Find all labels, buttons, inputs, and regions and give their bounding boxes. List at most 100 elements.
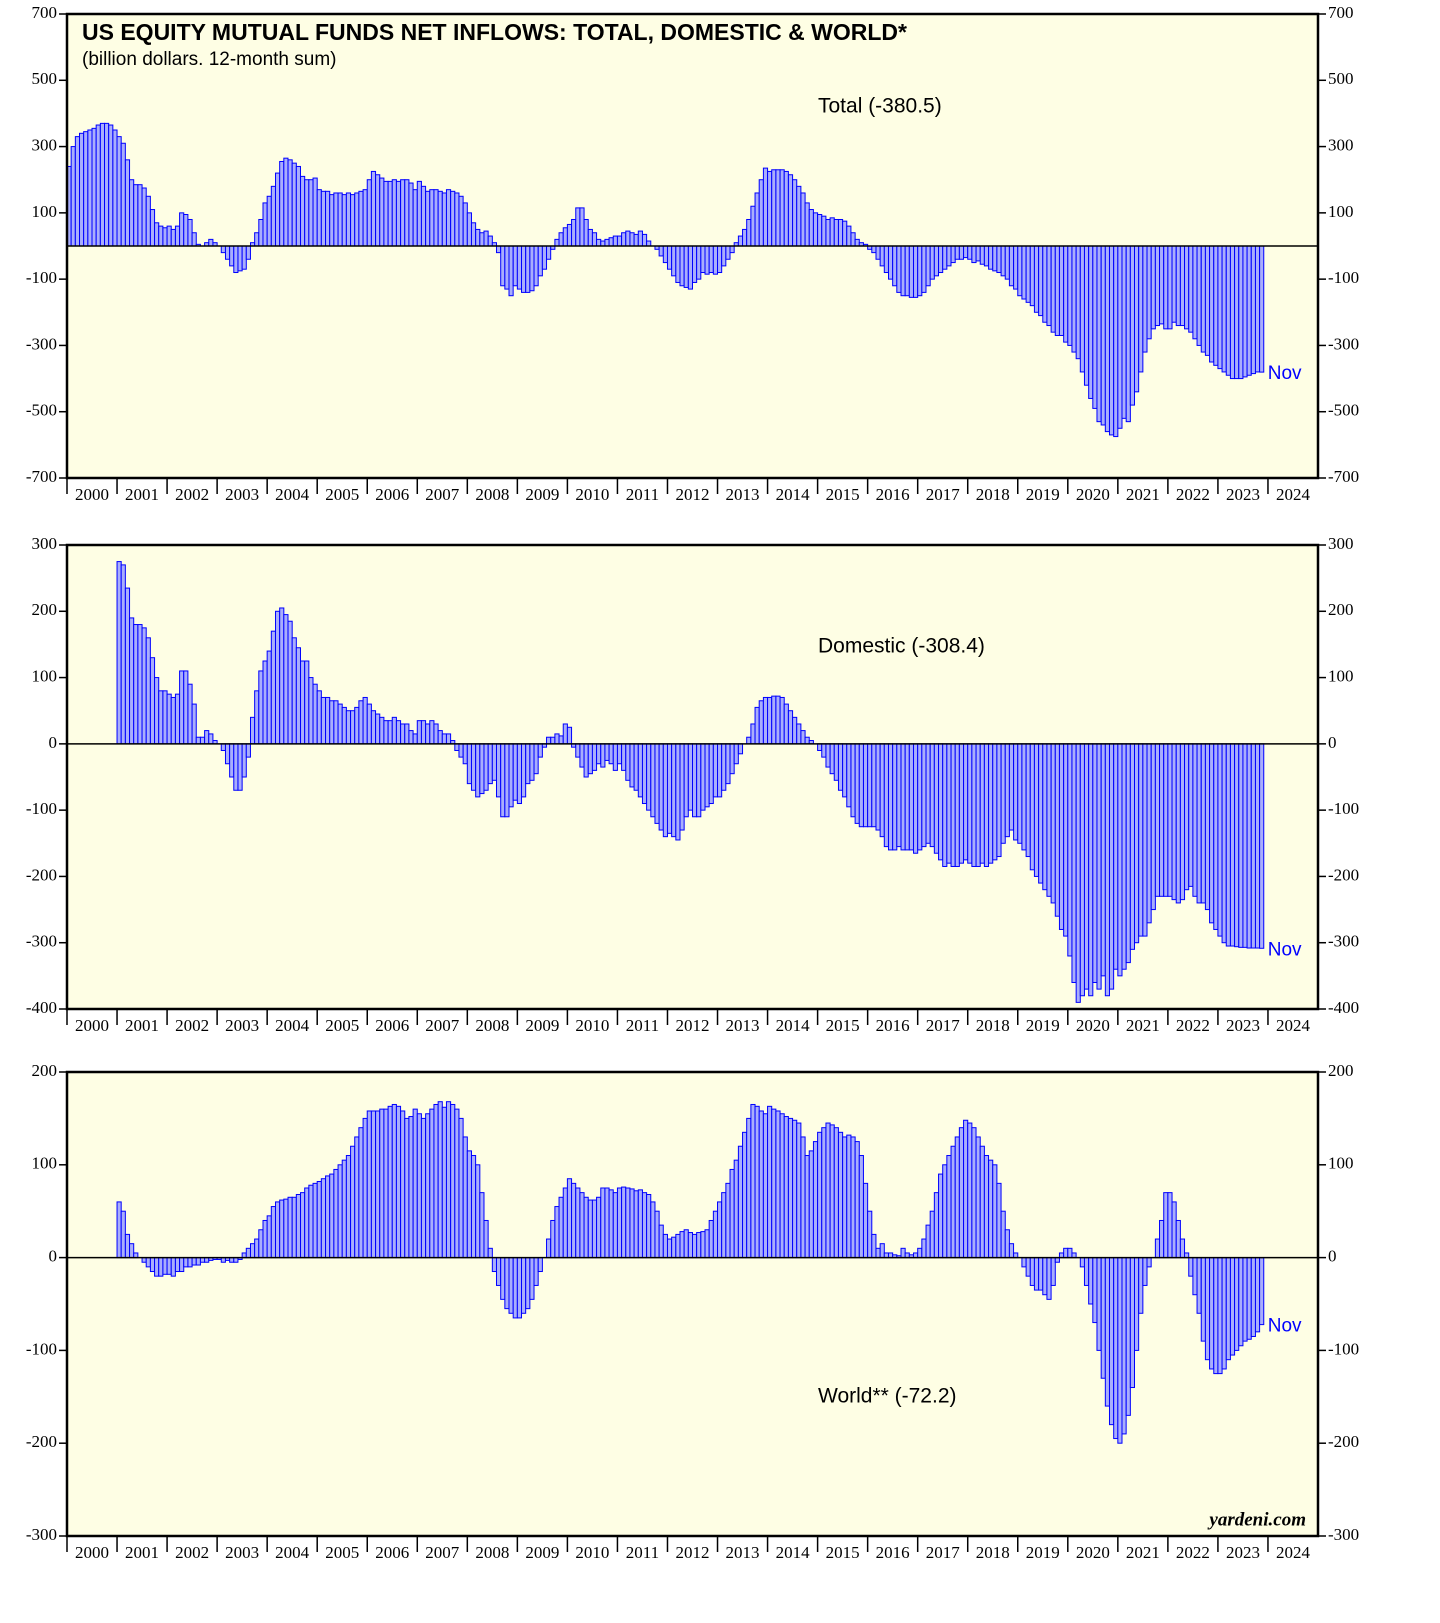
bar [404,179,410,247]
bar [842,1136,848,1259]
bar [967,743,973,864]
bar [896,245,902,293]
bar [500,743,506,818]
bar [687,1232,693,1259]
bar [1171,1201,1177,1259]
bar [1254,743,1261,949]
bar [925,743,931,844]
bar [942,1164,948,1259]
y2-tick-label: -500 [1328,401,1359,420]
bar [566,223,573,247]
y-tick-label: 100 [32,1154,58,1173]
bar [904,245,910,297]
bar [929,743,935,848]
bar [1175,743,1181,904]
bar [1159,743,1165,897]
bar [983,245,990,267]
bar [583,218,589,247]
x-tick-label: 2024 [1276,485,1311,504]
bar [445,189,452,247]
bar [1213,1257,1219,1375]
bar [508,743,514,808]
bar [762,167,769,247]
panels: -700 -700 -500 -500 -300 -300 -100 -100 100 100 30… [26,3,1359,1562]
bar [575,207,581,247]
bar [358,700,364,745]
chart-title: US EQUITY MUTUAL FUNDS NET INFLOWS: TOTA… [82,19,907,45]
x-tick-label: 2012 [676,1016,710,1035]
y2-tick-label: -700 [1328,467,1359,486]
bar [904,743,910,851]
bar [621,1186,627,1259]
bar [958,245,965,260]
bar [1259,1257,1265,1326]
bar [971,1127,977,1259]
bar [354,706,360,745]
bar [871,1233,877,1259]
bar [954,1136,960,1259]
bar [579,743,585,768]
bar [979,1145,985,1259]
x-tick-label: 2022 [1176,1543,1210,1562]
bar [358,190,364,247]
bar [1046,743,1052,897]
bar [366,179,372,247]
bar [1025,245,1031,303]
bar [120,1210,126,1259]
bar [366,1110,372,1259]
bar [671,245,677,277]
bar [287,159,293,247]
y-tick-label: 100 [32,666,58,685]
bar [345,192,352,247]
bar [1088,1257,1094,1305]
bar [441,192,447,247]
bar [395,1105,402,1259]
bar [1221,1257,1227,1370]
bar [1138,245,1144,373]
bar [254,1238,260,1259]
bar [625,743,631,781]
x-tick-label: 2001 [125,1543,159,1562]
annotation: Nov [1268,363,1302,384]
bar [145,637,151,745]
bar [483,230,489,247]
bar [249,716,256,745]
bar [754,706,760,745]
bar [754,1105,760,1259]
bar [500,1257,506,1300]
bar [391,1103,397,1259]
bar [988,1159,994,1259]
bar [312,683,318,745]
bar [258,1229,264,1259]
bar [1100,1257,1106,1379]
bar [754,192,760,247]
bar [383,1108,389,1259]
bar [721,245,727,267]
bar [1250,743,1256,949]
bar [262,660,268,745]
bar [804,736,810,745]
bar [420,185,427,247]
bar [104,122,110,247]
bar [1117,245,1123,429]
bar [416,720,422,745]
bar [946,245,952,267]
bar [1042,743,1048,891]
bar [666,1238,673,1259]
x-tick-label: 2023 [1226,1016,1260,1035]
bar [975,245,981,262]
bar [1188,245,1194,333]
bar [1196,743,1202,904]
bar [1050,743,1056,904]
x-tick-label: 2024 [1276,1543,1311,1562]
bar [337,192,343,247]
bar [1229,1257,1236,1356]
bar [300,660,306,745]
x-tick-label: 2021 [1126,485,1160,504]
bar [170,696,176,745]
bar [1234,245,1240,380]
bar [162,690,168,745]
x-tick-label: 2011 [626,1016,659,1035]
bar [275,1201,281,1259]
bar [495,743,502,798]
